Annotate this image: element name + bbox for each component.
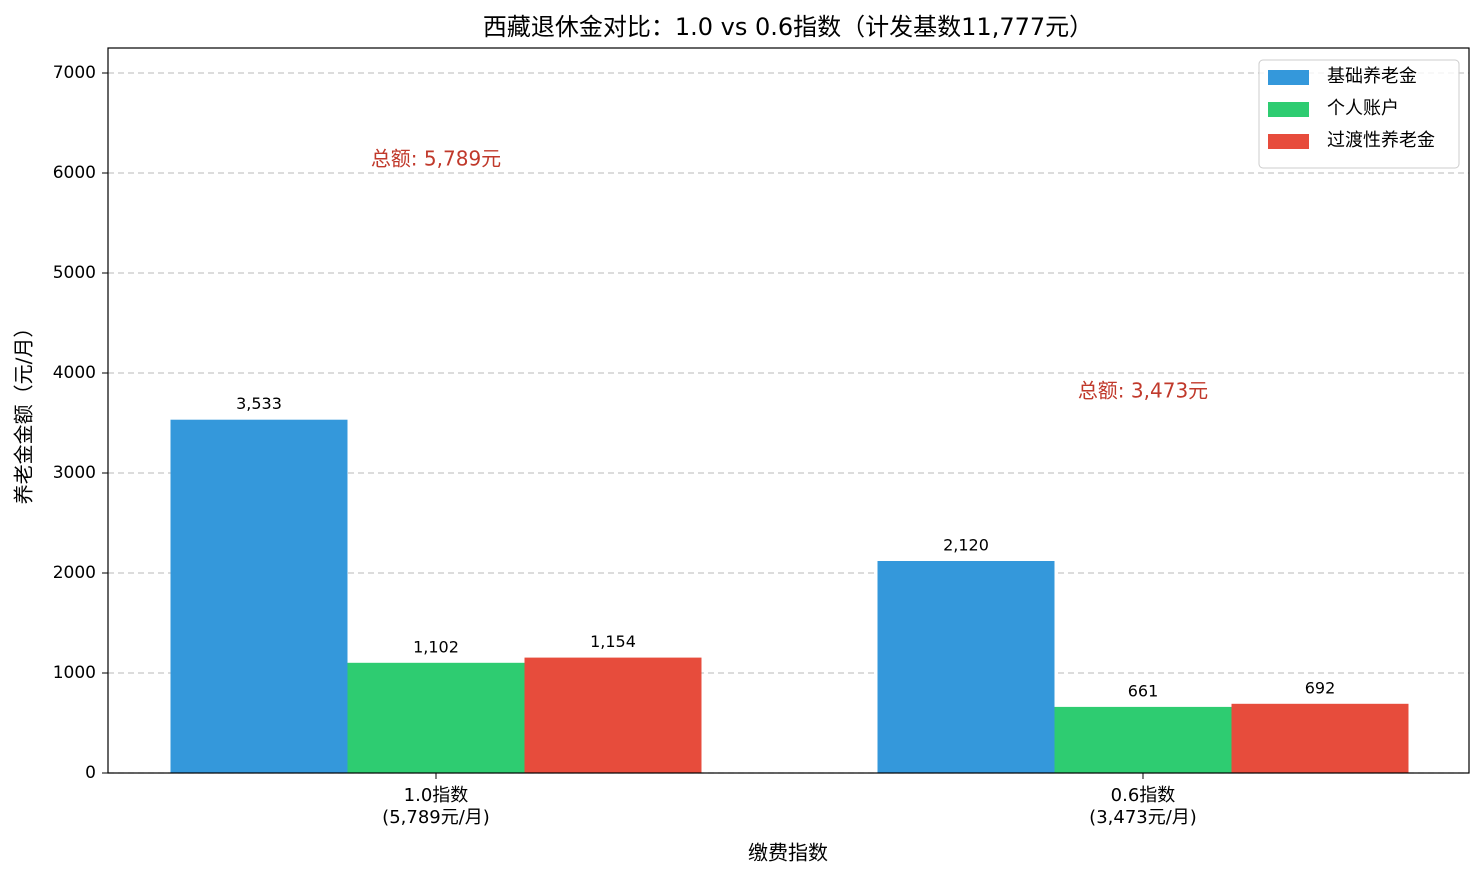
chart-title: 西藏退休金对比：1.0 vs 0.6指数（计发基数11,777元） bbox=[483, 13, 1093, 41]
y-tick-label: 2000 bbox=[53, 563, 96, 583]
legend-label: 个人账户 bbox=[1327, 98, 1399, 119]
bar bbox=[1054, 706, 1232, 773]
x-axis-label: 缴费指数 bbox=[748, 841, 828, 865]
value-label: 1,154 bbox=[590, 632, 636, 651]
x-tick-label: 1.0指数 (5,789元/月) bbox=[382, 785, 490, 828]
bar bbox=[1231, 703, 1409, 773]
bar bbox=[347, 662, 525, 773]
y-tick-label: 1000 bbox=[53, 663, 96, 683]
legend-swatch bbox=[1268, 70, 1309, 85]
bar bbox=[524, 657, 702, 773]
bar bbox=[877, 561, 1055, 773]
y-tick-label: 0 bbox=[85, 763, 96, 783]
value-label: 1,102 bbox=[413, 637, 459, 656]
value-label: 661 bbox=[1128, 681, 1159, 700]
value-label: 3,533 bbox=[236, 394, 282, 413]
plot-frame bbox=[107, 47, 1470, 774]
legend-label: 基础养老金 bbox=[1327, 66, 1417, 87]
legend-swatch bbox=[1268, 134, 1309, 149]
value-label: 2,120 bbox=[943, 536, 989, 555]
legend-label: 过渡性养老金 bbox=[1327, 130, 1435, 151]
annotation: 总额: 3,473元 bbox=[1078, 379, 1208, 403]
value-label: 692 bbox=[1305, 678, 1336, 697]
annotation: 总额: 5,789元 bbox=[371, 147, 501, 171]
y-tick-label: 7000 bbox=[53, 63, 96, 83]
x-tick-label: 0.6指数 (3,473元/月) bbox=[1089, 785, 1197, 828]
y-axis-label: 养老金金额（元/月） bbox=[12, 318, 36, 505]
bar bbox=[170, 419, 348, 773]
y-tick-label: 5000 bbox=[53, 263, 96, 283]
y-tick-label: 4000 bbox=[53, 363, 96, 383]
y-tick-label: 3000 bbox=[53, 463, 96, 483]
legend-swatch bbox=[1268, 102, 1309, 117]
y-tick-label: 6000 bbox=[53, 163, 96, 183]
